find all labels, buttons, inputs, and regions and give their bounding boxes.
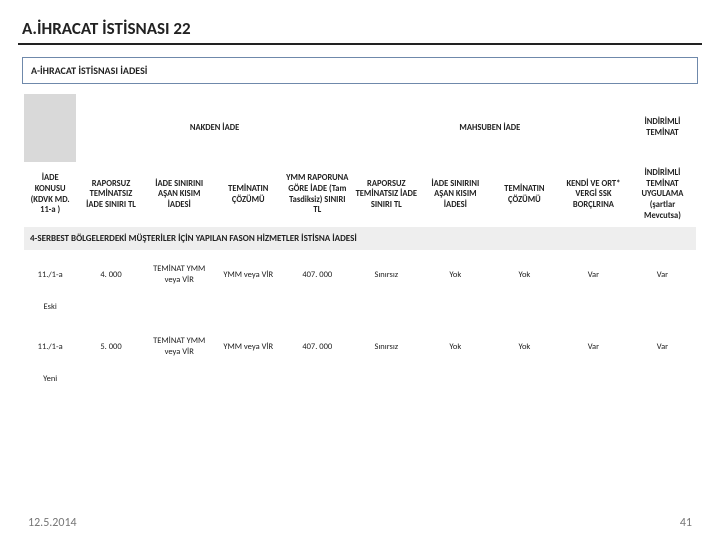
- cell: Yok: [422, 250, 489, 299]
- cell: Sınırsız: [353, 250, 420, 299]
- group-nakden: NAKDEN İADE: [78, 94, 350, 162]
- box-header: A-İHRACAT İSTİSNASI İADESİ: [22, 57, 698, 84]
- section-title: 4-SERBEST BÖLGELERDEKİ MÜŞTERİLER İÇİN Y…: [24, 227, 696, 250]
- group-indirimli: İNDİRİMLİ TEMİNAT: [629, 94, 696, 162]
- cell: YMM veya VİR: [215, 322, 282, 371]
- row-key: 11./1-a: [24, 250, 76, 299]
- col-header: İADE KONUSU (KDVK MD. 11-a ): [24, 162, 76, 227]
- cell: Yok: [422, 322, 489, 371]
- col-header: İADE SINIRINI AŞAN KISIM İADESİ: [422, 162, 489, 227]
- footer-date: 12.5.2014: [28, 516, 77, 530]
- page-title: A.İHRACAT İSTİSNASI 22: [18, 18, 702, 45]
- row-key-sub: Eski: [24, 300, 76, 323]
- col-header: TEMİNATIN ÇÖZÜMÜ: [491, 162, 558, 227]
- cell: Var: [629, 250, 696, 299]
- page-number: 41: [680, 516, 692, 530]
- cell: 4. 000: [78, 250, 143, 299]
- col-header: RAPORSUZ TEMİNATSIZ İADE SINIRI TL: [353, 162, 420, 227]
- col-header: YMM RAPORUNA GÖRE İADE (Tam Tasdiksiz) S…: [284, 162, 351, 227]
- cell: Yok: [491, 322, 558, 371]
- cell: Sınırsız: [353, 322, 420, 371]
- cell: 407. 000: [284, 250, 351, 299]
- row-key-sub: Yeni: [24, 372, 76, 395]
- col-header: İADE SINIRINI AŞAN KISIM İADESİ: [146, 162, 213, 227]
- blank-header: [24, 94, 76, 162]
- col-header: TEMİNATIN ÇÖZÜMÜ: [215, 162, 282, 227]
- cell: 407. 000: [284, 322, 351, 371]
- col-header: İNDİRİMLİ TEMİNAT UYGULAMA (şartlar Mevc…: [629, 162, 696, 227]
- main-table: NAKDEN İADE MAHSUBEN İADE İNDİRİMLİ TEMİ…: [22, 94, 698, 394]
- group-mahsuben: MAHSUBEN İADE: [353, 94, 627, 162]
- col-header: RAPORSUZ TEMİNATSIZ İADE SINIRI TL: [78, 162, 143, 227]
- cell: TEMİNAT YMM veya VİR: [146, 250, 213, 299]
- cell: Var: [560, 250, 627, 299]
- cell: 5. 000: [78, 322, 143, 371]
- cell: TEMİNAT YMM veya VİR: [146, 322, 213, 371]
- cell: Var: [629, 322, 696, 371]
- cell: Yok: [491, 250, 558, 299]
- col-header: KENDİ VE ORT* VERGİ SSK BORÇLRINA: [560, 162, 627, 227]
- row-key: 11./1-a: [24, 322, 76, 371]
- cell: YMM veya VİR: [215, 250, 282, 299]
- cell: Var: [560, 322, 627, 371]
